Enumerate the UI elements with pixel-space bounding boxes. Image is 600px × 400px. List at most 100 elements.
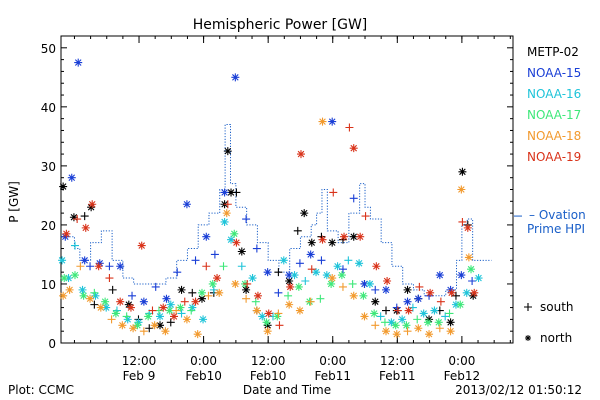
point-south xyxy=(345,123,354,132)
x-tick-label-date: Feb 9 xyxy=(123,369,156,383)
point-south xyxy=(252,244,261,253)
point-north xyxy=(144,312,153,321)
point-north xyxy=(62,229,71,238)
point-north xyxy=(197,288,206,297)
point-north xyxy=(59,291,68,300)
point-south xyxy=(393,306,402,315)
point-north xyxy=(86,294,95,303)
point-north xyxy=(349,144,358,153)
point-north xyxy=(447,288,456,297)
point-north xyxy=(295,306,304,315)
point-north xyxy=(372,262,381,271)
point-north xyxy=(360,312,369,321)
point-north xyxy=(79,291,88,300)
point-north xyxy=(360,279,369,288)
point-north xyxy=(371,297,380,306)
point-south xyxy=(413,315,422,324)
point-north xyxy=(227,188,236,197)
point-north xyxy=(263,321,272,330)
y-tick-label: 40 xyxy=(41,101,56,115)
ovation-hpi-line xyxy=(61,124,492,297)
point-south xyxy=(380,318,389,327)
point-south xyxy=(458,217,467,226)
point-south xyxy=(105,274,114,283)
legend-entry: NOAA-15 xyxy=(527,66,581,80)
point-north xyxy=(467,265,476,274)
point-north xyxy=(137,241,146,250)
point-north xyxy=(134,318,143,327)
point-south xyxy=(435,324,444,333)
point-south xyxy=(344,256,353,265)
point-south xyxy=(445,309,454,318)
point-north xyxy=(59,182,68,191)
point-north xyxy=(220,217,229,226)
y-tick-label: 0 xyxy=(48,337,56,351)
legend-south-symbol xyxy=(524,303,532,311)
point-north xyxy=(159,303,168,312)
point-north xyxy=(392,330,401,339)
point-north xyxy=(176,303,185,312)
point-south xyxy=(210,250,219,259)
point-north xyxy=(133,321,142,330)
point-north xyxy=(116,262,125,271)
point-north xyxy=(423,318,432,327)
point-south xyxy=(122,312,131,321)
point-south xyxy=(284,291,293,300)
point-north xyxy=(129,324,138,333)
point-south xyxy=(90,288,99,297)
point-north xyxy=(318,117,327,126)
point-north xyxy=(349,232,358,241)
point-south xyxy=(376,312,385,321)
point-north xyxy=(126,303,135,312)
point-north xyxy=(296,150,305,159)
point-north xyxy=(307,238,316,247)
point-south xyxy=(436,297,445,306)
point-south xyxy=(172,306,181,315)
point-north xyxy=(170,312,178,321)
point-north xyxy=(118,321,127,330)
point-south xyxy=(317,256,326,265)
point-north xyxy=(102,303,111,312)
point-north xyxy=(70,271,79,280)
x-tick-label-time: 12:00 xyxy=(380,354,415,368)
point-north xyxy=(156,312,165,321)
point-north xyxy=(80,256,89,265)
legend-north-symbol xyxy=(525,335,531,341)
point-north xyxy=(425,330,434,339)
x-tick-label-date: Feb12 xyxy=(444,369,481,383)
point-north xyxy=(403,297,412,306)
point-south xyxy=(349,194,358,203)
point-north xyxy=(273,312,282,321)
point-north xyxy=(156,321,165,330)
point-north xyxy=(231,73,240,82)
point-north xyxy=(462,288,471,297)
point-south xyxy=(76,262,85,271)
point-north xyxy=(434,318,443,327)
chart-title: Hemispheric Power [GW] xyxy=(193,17,368,33)
point-north xyxy=(182,200,191,209)
point-north xyxy=(333,262,342,271)
point-south xyxy=(316,294,325,303)
point-north xyxy=(328,117,337,126)
point-south xyxy=(139,327,148,336)
x-tick-label-date: Feb11 xyxy=(314,369,351,383)
point-north xyxy=(426,288,435,297)
point-north xyxy=(96,303,105,312)
point-north xyxy=(404,306,413,315)
point-north xyxy=(58,256,67,265)
point-north xyxy=(300,209,309,218)
point-north xyxy=(222,209,231,218)
legend-entry: METP-02 xyxy=(527,45,579,59)
point-south xyxy=(361,212,370,221)
point-north xyxy=(474,274,483,283)
point-north xyxy=(382,327,391,336)
point-south xyxy=(151,282,160,291)
point-south xyxy=(108,285,117,294)
point-south xyxy=(251,297,260,306)
point-north xyxy=(469,291,478,300)
point-north xyxy=(253,291,262,300)
point-south xyxy=(80,212,89,221)
point-north xyxy=(403,285,412,294)
point-south xyxy=(441,312,450,321)
